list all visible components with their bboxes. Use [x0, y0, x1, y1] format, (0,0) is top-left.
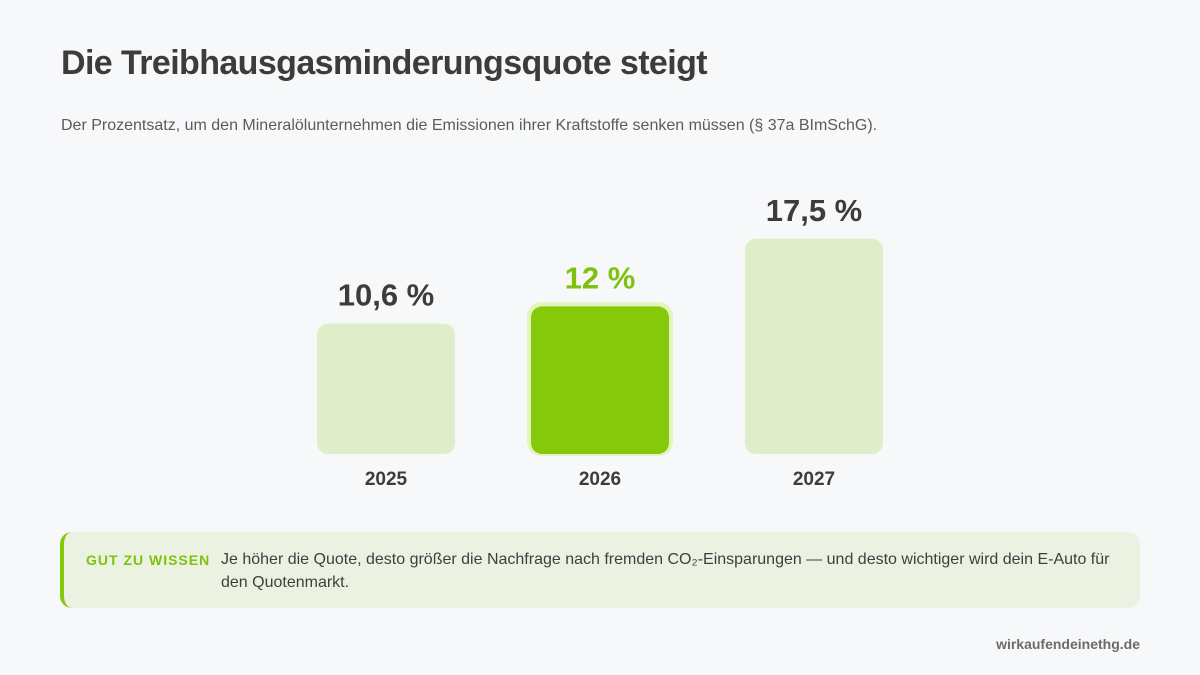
category-label-2026: 2026: [579, 469, 621, 490]
info-text: Je höher die Quote, desto größer die Nac…: [221, 551, 1110, 591]
value-label-2025: 10,6 %: [338, 278, 435, 313]
category-label-2027: 2027: [793, 469, 835, 490]
bar-chart: 10,6 % 2025 12 % 2026 17,5 % 2027: [317, 193, 883, 490]
chart-title: Die Treibhausgasminderungsquote steigt: [61, 44, 708, 82]
value-label-2026: 12 %: [565, 260, 636, 295]
bar-2025: [317, 323, 455, 454]
info-box: GUT ZU WISSEN Je höher die Quote, desto …: [60, 532, 1140, 608]
category-label-2025: 2025: [365, 469, 408, 490]
info-label: GUT ZU WISSEN: [86, 552, 211, 568]
bar-2026: [531, 306, 669, 454]
value-label-2027: 17,5 %: [766, 193, 863, 228]
source-label: wirkaufendeinethg.de: [996, 636, 1140, 652]
chart-subtitle: Der Prozentsatz, um den Mineralölunterne…: [61, 117, 878, 134]
bar-2027: [745, 238, 883, 454]
